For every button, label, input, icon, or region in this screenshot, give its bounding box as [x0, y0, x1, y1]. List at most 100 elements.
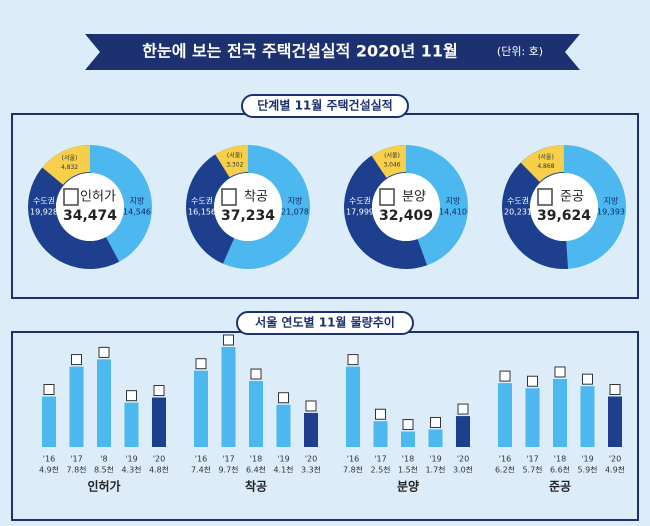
pie-center — [214, 173, 282, 241]
group-title: 분양 — [397, 479, 419, 494]
title: 한눈에 보는 전국 주택건설실적 2020년 11월 — [142, 42, 457, 61]
icon — [195, 358, 207, 370]
x-tick-label: '19 — [277, 455, 289, 464]
value-label: 5.7천 — [522, 465, 542, 475]
pie-slice — [343, 145, 428, 269]
pie-center — [372, 173, 440, 241]
value-label: 1.5천 — [398, 465, 418, 475]
pie-value-label: 3,046 — [383, 162, 400, 169]
pie-slice — [42, 145, 90, 185]
pie-label: 지방 — [446, 196, 461, 206]
icon — [527, 375, 538, 387]
pie-label: 수도권 — [349, 196, 371, 206]
bar — [428, 429, 443, 447]
value-label: 6.6천 — [550, 465, 570, 475]
x-tick-label: '17 — [374, 455, 386, 464]
x-tick-label: '19 — [429, 455, 441, 464]
value-label: 3.3천 — [301, 465, 321, 475]
pie-label: 수도권 — [33, 196, 55, 206]
pie-value-label: 17,999 — [346, 208, 374, 217]
x-tick-label: '16 — [195, 455, 207, 464]
pie-label: (서울) — [384, 152, 400, 160]
pie-value-label: 3,302 — [226, 161, 243, 168]
unit: (단위: 호) — [497, 45, 543, 58]
section-title: 단계별 11월 주택건설실적 — [257, 98, 392, 113]
pie-slice — [564, 145, 626, 269]
pie-title: 착공 — [244, 190, 268, 205]
x-tick-label: '18 — [402, 455, 414, 464]
icon — [499, 370, 511, 382]
pie-label: (서울) — [227, 151, 243, 159]
x-tick-label: '16 — [499, 455, 511, 464]
bar — [498, 383, 512, 447]
bar — [152, 397, 166, 447]
group-title: 준공 — [549, 480, 571, 494]
section-title: 서울 연도별 11월 물량추이 — [255, 315, 395, 330]
bar — [221, 347, 236, 447]
pie-label: 지방 — [604, 196, 619, 206]
x-tick-label: '16 — [43, 455, 55, 464]
pie-center — [56, 173, 124, 241]
icon — [457, 403, 469, 415]
icon — [71, 354, 82, 366]
pie-slice — [222, 145, 310, 270]
icon — [153, 385, 165, 397]
x-tick-label: '16 — [347, 455, 359, 464]
icon — [347, 354, 359, 366]
value-label: 4.3천 — [121, 465, 141, 475]
bar — [124, 402, 139, 447]
bar — [249, 381, 263, 447]
x-tick-label: '19 — [125, 455, 137, 464]
pie-label: 지방 — [130, 196, 145, 206]
bar — [304, 412, 318, 447]
x-tick-label: '18 — [554, 455, 566, 464]
bar — [373, 421, 388, 447]
x-tick-label: '17 — [526, 455, 538, 464]
value-label: 4.9천 — [605, 465, 625, 475]
pie-label: (서울) — [538, 153, 554, 161]
value-label: 7.4천 — [191, 465, 211, 475]
pie-total: 39,624 — [537, 208, 591, 224]
pie-label: 지방 — [288, 196, 303, 206]
icon — [379, 188, 395, 206]
pie-value-label: 21,078 — [281, 208, 309, 217]
value-label: 8.5천 — [94, 465, 114, 475]
pie-total: 37,234 — [221, 208, 275, 224]
value-label: 6.2천 — [495, 465, 515, 475]
value-label: 6.4천 — [246, 465, 266, 475]
pie-value-label: 4,868 — [537, 163, 554, 170]
pie-value-label: 16,156 — [188, 208, 216, 217]
icon — [554, 366, 566, 378]
pie-slice — [371, 145, 406, 178]
value-label: 1.7천 — [425, 465, 445, 475]
x-tick-label: '20 — [457, 455, 469, 464]
x-tick-label: '17 — [222, 455, 234, 464]
pie-slice — [501, 145, 569, 269]
pie-slice — [90, 145, 152, 262]
icon — [63, 188, 79, 206]
bar — [346, 366, 360, 447]
section-title-pill — [241, 94, 409, 118]
icon — [223, 334, 234, 346]
icon — [375, 408, 386, 420]
pie-slice — [520, 145, 564, 182]
pie-slice — [27, 145, 120, 269]
icon — [250, 368, 262, 380]
value-label: 4.8천 — [149, 465, 169, 475]
pie-label: 수도권 — [507, 196, 529, 206]
pie-value-label: 4,832 — [61, 164, 78, 171]
icon — [402, 419, 414, 431]
x-tick-label: '20 — [305, 455, 317, 464]
bar — [525, 388, 540, 447]
icon — [609, 383, 621, 395]
icon — [430, 416, 441, 428]
x-tick-label: '18 — [250, 455, 262, 464]
value-label: 7.8천 — [66, 465, 86, 475]
value-label: 4.9천 — [39, 465, 59, 475]
icon — [537, 188, 553, 206]
x-tick-label: '8 — [100, 455, 107, 464]
bar — [42, 396, 56, 447]
pie-slice — [406, 145, 468, 266]
bar — [580, 386, 595, 447]
